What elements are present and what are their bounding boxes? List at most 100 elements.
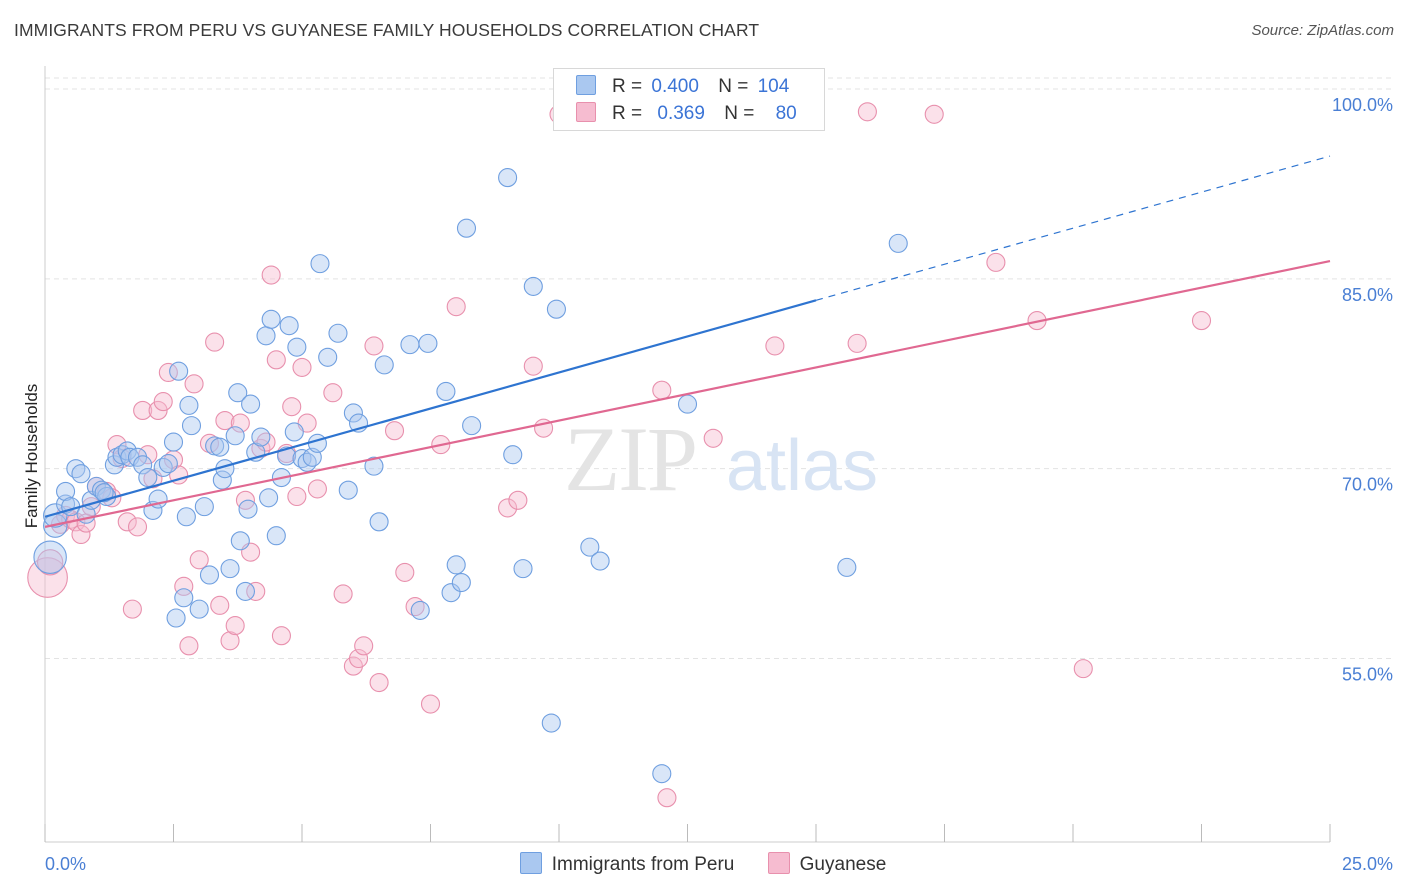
guyanese-point — [420, 694, 441, 714]
legend-r-value: 0.400 — [651, 76, 699, 97]
guyanese-point — [56, 505, 76, 526]
watermark: ZIP atlas — [564, 408, 878, 510]
peru-point — [513, 559, 533, 579]
guyanese-point — [256, 432, 276, 452]
guyanese-point — [133, 400, 153, 420]
guyanese-point — [847, 333, 867, 353]
peru-point — [266, 526, 286, 546]
guyanese-point — [246, 581, 266, 601]
guyanese-point — [508, 490, 528, 510]
peru-point — [546, 299, 566, 319]
correlation-legend: R = 0.400 N = 104 R = 0.369 N = 80 — [553, 68, 825, 131]
peru-point — [400, 335, 420, 355]
y-tick-labels: 55.0% 70.0% 85.0% 100.0% — [1332, 95, 1393, 685]
peru-point — [163, 432, 184, 452]
peru-point — [498, 168, 518, 188]
peru-point — [436, 381, 456, 402]
peru-point — [238, 499, 258, 519]
guyanese-point — [266, 350, 286, 370]
guyanese-point — [127, 517, 148, 537]
peru-point — [91, 480, 112, 500]
guyanese-point — [323, 383, 343, 403]
peru-point — [194, 497, 214, 517]
peru-point — [503, 445, 523, 465]
legend-label-peru: Immigrants from Peru — [551, 854, 735, 875]
peru-point — [590, 551, 610, 571]
guyanese-point — [348, 648, 369, 669]
peru-point — [179, 395, 199, 415]
legend-row-peru: R = 0.400 N = 104 — [576, 75, 789, 99]
series-legend: Immigrants from Peru Guyanese — [0, 852, 1406, 876]
guyanese-point — [498, 498, 518, 518]
peru-point — [297, 452, 317, 472]
peru-trend-extension — [815, 155, 1331, 301]
guyanese-point — [384, 421, 405, 441]
guyanese-points — [27, 102, 1212, 808]
peru-point — [86, 476, 106, 496]
legend-item-peru[interactable]: Immigrants from Peru — [519, 852, 735, 876]
peru-point — [235, 581, 256, 601]
peru-point — [228, 383, 248, 403]
guyanese-point — [158, 362, 178, 383]
guyanese-point — [287, 486, 307, 507]
peru-point — [374, 355, 394, 375]
guyanese-point — [199, 433, 220, 453]
legend-r-label: R = — [612, 103, 643, 124]
guyanese-point — [395, 562, 415, 582]
guyanese-point — [174, 576, 194, 596]
guyanese-point — [1191, 311, 1212, 331]
guyanese-point — [261, 265, 281, 285]
guyanese-point — [523, 356, 543, 376]
peru-point — [112, 445, 132, 465]
guyanese-legend-swatch — [767, 852, 790, 874]
guyanese-point — [225, 616, 245, 636]
peru-point — [210, 437, 230, 457]
peru-point — [456, 218, 477, 238]
peru-trend-line — [44, 299, 817, 518]
guyanese-point — [205, 332, 225, 352]
peru-points — [33, 168, 908, 784]
peru-point — [277, 446, 297, 466]
peru-point — [279, 316, 299, 336]
peru-point — [364, 456, 384, 476]
guyanese-point — [703, 428, 723, 448]
peru-point — [153, 457, 173, 477]
guyanese-point — [71, 524, 91, 545]
peru-point — [241, 394, 261, 414]
guyanese-point — [230, 413, 250, 433]
legend-label-guyanese: Guyanese — [799, 854, 887, 875]
x-tick-label-max: 25.0% — [1342, 854, 1393, 874]
peru-point — [176, 507, 196, 527]
peru-point — [441, 583, 461, 603]
peru-point — [318, 347, 338, 367]
peru-point — [418, 333, 438, 353]
peru-point — [71, 464, 91, 484]
peru-point — [225, 426, 245, 446]
guyanese-point — [986, 252, 1006, 272]
guyanese-point — [307, 479, 327, 499]
peru-point — [292, 448, 312, 469]
peru-point — [677, 394, 698, 414]
axes — [44, 66, 1331, 843]
guyanese-point — [369, 672, 389, 693]
legend-n-value: 104 — [757, 76, 790, 97]
peru-point — [310, 254, 330, 274]
watermark-atlas: atlas — [726, 426, 878, 506]
peru-point — [343, 403, 363, 423]
legend-n-label: N = — [718, 76, 749, 97]
watermark-zip: ZIP — [564, 408, 696, 510]
legend-n-value: 80 — [775, 103, 797, 124]
x-tick-label-min: 0.0% — [45, 854, 86, 874]
peru-point — [199, 565, 220, 585]
peru-point — [338, 480, 358, 500]
peru-point — [837, 557, 857, 577]
guyanese-point — [36, 549, 64, 576]
guyanese-swatch — [576, 102, 596, 122]
guyanese-point — [857, 102, 877, 122]
legend-n-label: N = — [724, 103, 755, 124]
peru-swatch — [576, 75, 596, 95]
y-tick-label: 55.0% — [1342, 664, 1393, 684]
guyanese-point — [220, 631, 240, 651]
legend-item-guyanese[interactable]: Guyanese — [767, 852, 887, 876]
legend-row-guyanese: R = 0.369 N = 80 — [576, 102, 797, 126]
